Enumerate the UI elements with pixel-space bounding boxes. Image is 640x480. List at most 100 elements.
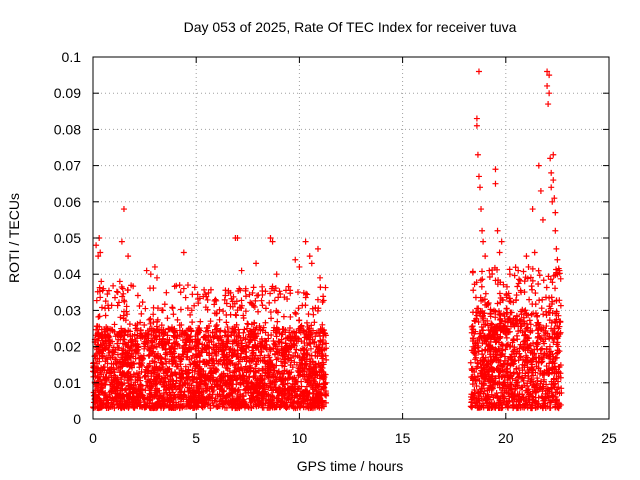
data-point [494, 300, 501, 307]
data-point [146, 390, 153, 397]
data-point [470, 335, 477, 342]
data-point [147, 271, 154, 278]
data-point [554, 347, 561, 354]
data-point [480, 238, 487, 245]
data-point [261, 343, 268, 350]
data-point [541, 332, 547, 339]
data-point [106, 403, 113, 410]
data-point [470, 392, 477, 399]
data-point [322, 284, 329, 291]
data-point [247, 299, 254, 306]
data-point [229, 386, 236, 393]
data-point [237, 365, 244, 372]
data-point [90, 368, 97, 375]
data-point [318, 367, 325, 374]
data-point [310, 390, 317, 397]
data-point [509, 357, 516, 364]
data-point [472, 339, 479, 346]
data-point [323, 345, 330, 352]
data-point [322, 332, 329, 339]
data-point [146, 360, 153, 367]
data-point [151, 359, 158, 366]
data-point [322, 399, 329, 406]
data-point [149, 338, 156, 345]
data-point [558, 385, 565, 392]
data-point [301, 396, 308, 403]
data-point [96, 313, 103, 320]
data-point [507, 361, 514, 368]
data-point [137, 360, 144, 367]
data-point [512, 383, 519, 390]
data-point [525, 345, 532, 352]
data-point [100, 285, 107, 292]
data-point [262, 305, 269, 312]
data-point [495, 357, 502, 364]
data-point [515, 357, 522, 364]
data-point [546, 72, 553, 79]
data-point [131, 395, 138, 402]
data-point [506, 372, 513, 379]
data-point [517, 308, 524, 315]
data-point [532, 354, 539, 361]
data-point [492, 166, 499, 173]
data-point [312, 333, 319, 340]
data-point [295, 365, 302, 372]
data-point [493, 324, 500, 331]
data-point [239, 373, 246, 380]
data-point [192, 333, 199, 340]
data-point [278, 358, 285, 365]
data-point [484, 335, 491, 342]
data-point [243, 367, 250, 374]
data-point [248, 321, 255, 328]
data-point [267, 235, 274, 241]
data-point [487, 359, 494, 366]
data-point [520, 268, 527, 275]
data-point [300, 289, 307, 296]
data-point [306, 253, 313, 260]
data-point [292, 256, 299, 263]
data-point [183, 375, 190, 382]
data-point [195, 385, 202, 392]
data-point [319, 339, 326, 346]
data-point [279, 326, 286, 333]
data-point [240, 345, 247, 352]
data-point [472, 356, 479, 363]
data-point [154, 316, 161, 323]
data-point [275, 349, 282, 356]
data-point [468, 404, 475, 411]
data-point [252, 344, 259, 351]
data-point [242, 353, 249, 360]
data-point [510, 337, 517, 344]
data-point [236, 285, 243, 292]
data-point [475, 319, 482, 326]
data-point [478, 206, 485, 213]
data-point [132, 338, 139, 345]
data-point [224, 365, 231, 372]
data-point [307, 396, 314, 403]
data-point [492, 180, 499, 187]
data-point [187, 337, 194, 344]
data-point [288, 343, 295, 350]
data-point [296, 393, 303, 400]
y-tick-label: 0.08 [54, 121, 81, 137]
data-point [478, 283, 485, 290]
data-point [229, 325, 236, 332]
data-point [172, 370, 179, 377]
data-point [232, 338, 239, 345]
data-point [480, 362, 487, 369]
data-point [210, 374, 217, 381]
data-point [546, 349, 553, 356]
data-point [183, 332, 190, 339]
data-point [116, 278, 123, 285]
data-point [505, 315, 512, 322]
data-point [543, 323, 550, 330]
data-point [93, 326, 100, 333]
data-point [539, 370, 546, 377]
data-point [532, 389, 539, 396]
data-point [306, 389, 313, 396]
data-point [227, 303, 234, 310]
data-point [152, 381, 159, 388]
data-point [237, 354, 244, 361]
data-point [194, 362, 201, 369]
